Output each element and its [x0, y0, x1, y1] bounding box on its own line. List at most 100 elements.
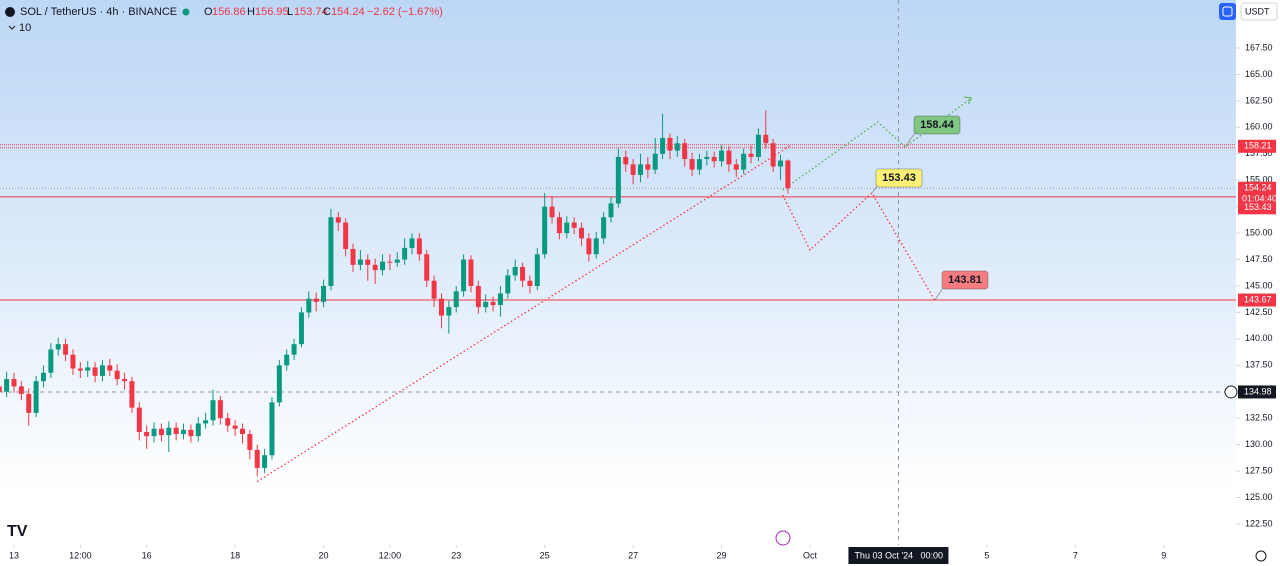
target-label: 153.43: [882, 172, 916, 184]
candle-body: [210, 400, 216, 421]
candle-body: [335, 217, 341, 223]
candle-body: [571, 222, 577, 228]
candle-body: [18, 386, 24, 394]
candle-body: [586, 238, 592, 255]
symbol-icon: [5, 7, 15, 17]
candle-body: [195, 423, 201, 437]
candle-body: [409, 238, 415, 248]
candle-body: [0, 386, 2, 392]
y-tick-label: 167.50: [1245, 42, 1273, 52]
candle-body: [461, 259, 467, 292]
projection-arrow: [964, 96, 973, 105]
candle-body: [438, 298, 444, 316]
candle-body: [181, 429, 187, 435]
candle-body: [652, 153, 658, 170]
candle-body: [63, 344, 69, 355]
level-label-box: [1238, 201, 1276, 215]
x-tick-label: 20: [319, 550, 329, 560]
candle-body: [770, 143, 776, 167]
candle-body: [564, 222, 570, 234]
candle-body: [505, 275, 511, 294]
candle-body: [166, 427, 172, 436]
close-value: 154.24: [331, 6, 365, 18]
x-tick-label: 23: [451, 550, 461, 560]
candle-body: [372, 264, 378, 271]
candle-body: [490, 301, 496, 306]
high-value: 156.95: [255, 6, 289, 18]
candle-body: [497, 293, 503, 306]
y-tick-label: 137.50: [1245, 360, 1273, 370]
candle-body: [468, 259, 474, 286]
crosshair-time: 00:00: [920, 550, 943, 560]
y-tick-label: 155.00: [1245, 175, 1273, 185]
candle-body: [394, 259, 400, 263]
y-tick-label: 150.00: [1245, 227, 1273, 237]
candle-body: [247, 434, 253, 450]
candle-body: [402, 247, 408, 260]
candle-body: [520, 266, 526, 281]
candle-body: [203, 420, 209, 424]
candle-body: [77, 368, 83, 371]
target-box: [875, 168, 923, 188]
candle-body: [601, 217, 607, 239]
candle-body: [512, 266, 518, 276]
candle-body: [151, 428, 157, 437]
settings-icon[interactable]: [1255, 550, 1267, 562]
toolbar-button[interactable]: [1219, 3, 1236, 20]
candle-body: [549, 206, 555, 218]
candle-body: [55, 344, 61, 350]
candle-body: [328, 217, 334, 286]
candle-body: [645, 164, 651, 170]
candle-body: [608, 203, 614, 218]
market-status: [182, 8, 190, 16]
time-axis: [0, 545, 1236, 566]
candle-body: [232, 425, 238, 429]
y-tick-label: 125.00: [1245, 492, 1273, 502]
change: −2.62 (−1.67%): [367, 6, 443, 18]
currency-button[interactable]: [1240, 2, 1278, 21]
candle-body: [262, 455, 268, 468]
candle-body: [298, 312, 304, 345]
candle-body: [682, 143, 688, 160]
candle-body: [424, 254, 430, 281]
x-tick-label: 29: [717, 550, 727, 560]
target-leader: [904, 132, 916, 148]
candle-body: [674, 143, 680, 151]
candle-body: [785, 160, 791, 189]
candle-body: [748, 153, 754, 157]
events-icon[interactable]: [775, 530, 791, 546]
x-tick-label: 13: [9, 550, 19, 560]
candle-body: [365, 259, 371, 265]
candle-body: [92, 367, 98, 376]
candle-body: [357, 259, 363, 265]
candle-body: [188, 429, 194, 437]
candle-body: [689, 159, 695, 170]
target-label: 143.81: [948, 274, 982, 286]
candle-body: [527, 280, 533, 286]
x-tick-label: 5: [984, 550, 989, 560]
candle-body: [416, 238, 422, 255]
x-tick-label: 12:00: [379, 550, 402, 560]
target-label: 158.44: [920, 119, 955, 131]
candle-body: [85, 367, 91, 371]
y-tick-label: 162.50: [1245, 95, 1273, 105]
candle-body: [726, 150, 732, 165]
candle-body: [313, 298, 319, 302]
indicator[interactable]: 10: [19, 22, 31, 34]
target-leader: [934, 287, 944, 301]
price-axis: [1236, 0, 1280, 566]
x-tick-label: 9: [1161, 550, 1166, 560]
currency: USDT: [1245, 6, 1270, 16]
candle-body: [542, 206, 548, 255]
x-tick-label: 16: [142, 550, 152, 560]
collapse-icon[interactable]: [8, 25, 16, 30]
price-label: 154.24: [1244, 183, 1272, 193]
candle-body: [254, 449, 260, 468]
x-tick-label: Oct: [803, 550, 818, 560]
candle-body: [733, 164, 739, 170]
candle-body: [431, 280, 437, 299]
candle-body: [623, 156, 629, 165]
y-tick-label: 127.50: [1245, 465, 1273, 475]
candle-body: [446, 307, 452, 316]
